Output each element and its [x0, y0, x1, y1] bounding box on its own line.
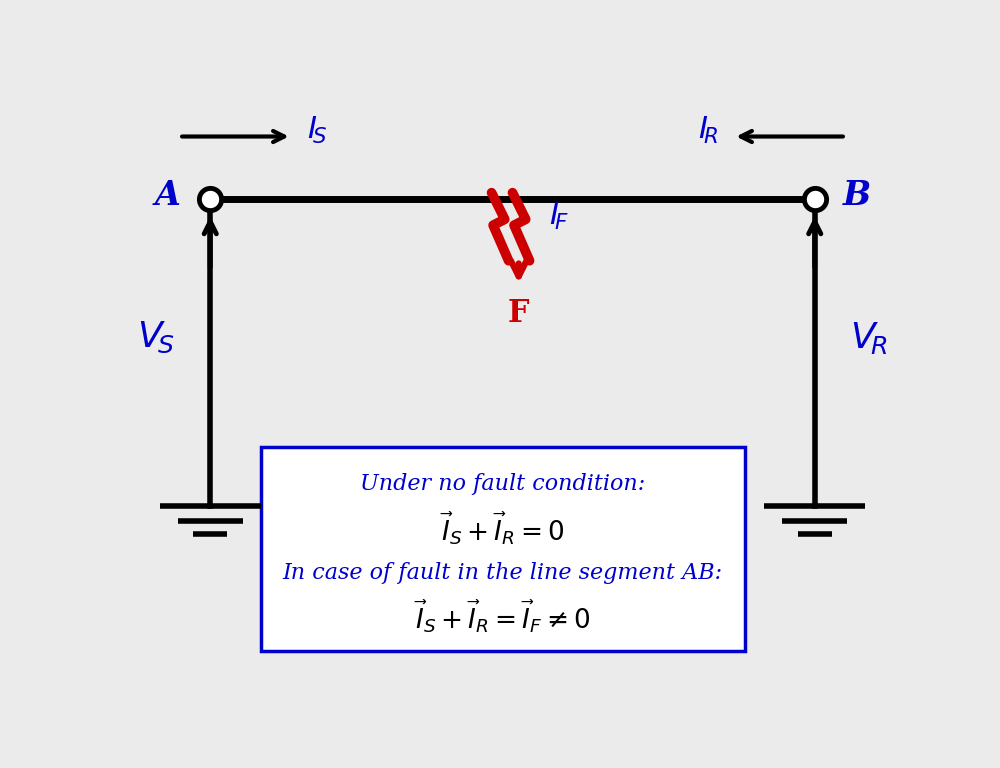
Text: $\mathit{V}_{\!\mathit{S}}$: $\mathit{V}_{\!\mathit{S}}$ — [137, 320, 175, 356]
Text: $\mathit{I}_{\!\mathit{S}}$: $\mathit{I}_{\!\mathit{S}}$ — [307, 115, 328, 146]
Text: $\mathit{I}_{\!\mathit{F}}$: $\mathit{I}_{\!\mathit{F}}$ — [549, 200, 569, 232]
Text: $\vec{I}_S + \vec{I}_R = \vec{I}_F \neq 0$: $\vec{I}_S + \vec{I}_R = \vec{I}_F \neq … — [414, 598, 591, 635]
Text: $\mathit{V}_{\!\mathit{R}}$: $\mathit{V}_{\!\mathit{R}}$ — [850, 319, 888, 356]
Text: B: B — [843, 179, 872, 212]
Text: $\vec{I}_S + \vec{I}_R = 0$: $\vec{I}_S + \vec{I}_R = 0$ — [440, 510, 565, 547]
Text: $\mathit{I}_{\!\mathit{R}}$: $\mathit{I}_{\!\mathit{R}}$ — [698, 115, 718, 146]
Text: Under no fault condition:: Under no fault condition: — [360, 472, 645, 495]
FancyBboxPatch shape — [261, 447, 745, 651]
Text: F: F — [508, 299, 529, 329]
Text: In case of fault in the line segment AB:: In case of fault in the line segment AB: — [283, 562, 723, 584]
Text: A: A — [155, 179, 181, 212]
